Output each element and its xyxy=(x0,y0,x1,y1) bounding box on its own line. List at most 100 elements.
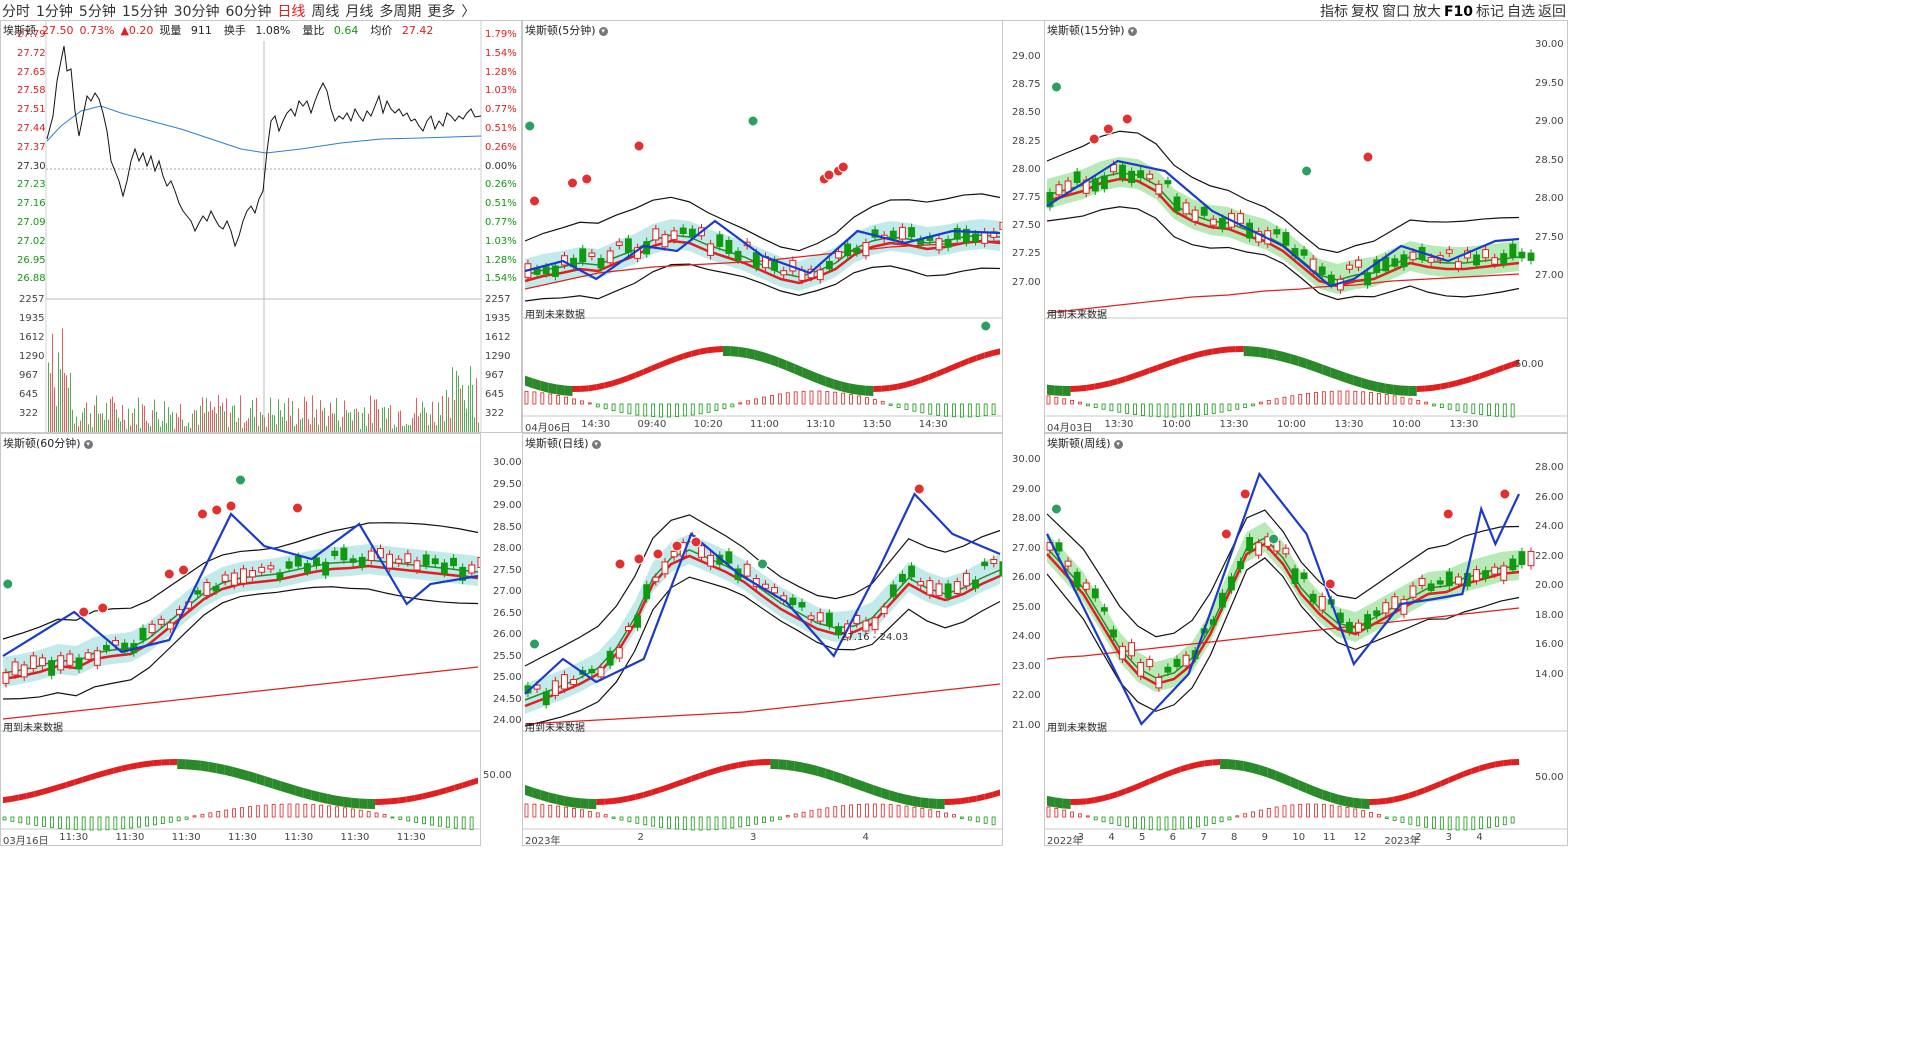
oscillator-segment xyxy=(1172,356,1181,366)
panel-5min[interactable]: 埃斯顿(5分钟) ▾ 用到未来数据 04月06日 14:30 09:40 10:20 11… xyxy=(522,20,1003,433)
indicator-button[interactable]: 指标 xyxy=(1319,4,1348,20)
histogram-bar xyxy=(1447,816,1452,831)
buy-signal-icon xyxy=(1268,533,1280,545)
period-toolbar: 分时 1分钟 5分钟 15分钟 30分钟 60分钟 日线 周线 月线 多周期 更多〉 指标 复权 窗口放… xyxy=(0,0,1568,21)
candle xyxy=(1209,218,1217,226)
volume-bar xyxy=(90,413,91,432)
histogram-bar xyxy=(1455,403,1460,412)
tab-timeshare[interactable]: 分时 xyxy=(2,4,30,20)
tab-weekly[interactable]: 周线 xyxy=(311,4,340,20)
axis-tick: 0.51% xyxy=(485,198,517,210)
tab-15min[interactable]: 15分钟 xyxy=(121,4,168,20)
time-tick: 09:40 xyxy=(637,419,667,430)
volume-bar xyxy=(380,428,381,432)
tab-more[interactable]: 更多 xyxy=(427,4,456,20)
oscillator-segment xyxy=(1149,364,1158,374)
histogram-bar xyxy=(936,810,941,818)
candle xyxy=(203,581,211,597)
mark-button[interactable]: 标记 xyxy=(1476,4,1504,20)
tab-daily[interactable]: 日线 xyxy=(277,4,306,20)
candle xyxy=(1146,659,1154,668)
f10-button[interactable]: F10 xyxy=(1443,4,1473,20)
panel-daily[interactable]: 埃斯顿(日线) ▾ 用到未来数据 27.16 - 24.03 2023年 2 3 4 xyxy=(522,433,1003,846)
histogram-bar xyxy=(698,816,703,831)
axis-tick: 27.65 xyxy=(17,66,46,78)
dropdown-icon[interactable]: ▾ xyxy=(1127,26,1137,36)
histogram-bar xyxy=(603,814,608,818)
candle xyxy=(661,234,669,248)
sell-signal-icon xyxy=(163,568,175,580)
panel-weekly[interactable]: 埃斯顿(周线) ▾ 用到未来数据 2022年 3 4 5 6 7 8 9 10 11 12 2023年 2… xyxy=(1044,433,1568,846)
panel-60min[interactable]: 埃斯顿(60分钟) ▾ 用到未来数据 03月16日 11:30 11:30 11:30 1… xyxy=(0,433,481,846)
sell-signal-icon xyxy=(1442,508,1454,520)
watchlist-button[interactable]: 自选 xyxy=(1507,4,1535,20)
oscillator-segment xyxy=(817,373,826,387)
tab-5min[interactable]: 5分钟 xyxy=(78,4,116,20)
histogram-bar xyxy=(730,403,735,408)
oscillator-segment xyxy=(42,786,51,795)
tab-1min[interactable]: 1分钟 xyxy=(36,4,73,20)
oscillator-segment xyxy=(1212,347,1221,355)
timeshare-panel[interactable]: 埃斯顿 27.50 0.73% ▲0.20 现量 911 换手 1.08% 量比 0.64 均… xyxy=(0,20,522,433)
volume-bar xyxy=(356,408,357,432)
axis-tick: 24.00 xyxy=(493,715,522,726)
window-button[interactable]: 窗口 xyxy=(1381,4,1410,20)
chart-5min xyxy=(523,115,1002,418)
candle xyxy=(1191,209,1199,222)
oscillator-segment xyxy=(596,382,605,391)
back-button[interactable]: 返回 xyxy=(1538,4,1566,20)
candle xyxy=(953,581,961,595)
oscillator-segment xyxy=(810,370,818,384)
time-tick: 11:30 xyxy=(396,832,426,843)
axis-tick: 0.26% xyxy=(485,179,517,191)
oscillator-segment xyxy=(1298,356,1307,369)
volume-bar xyxy=(276,424,277,432)
histogram-bar xyxy=(1439,403,1444,408)
upper-band-line xyxy=(1046,130,1520,254)
restore-rights-button[interactable]: 复权 xyxy=(1350,4,1379,20)
volume-bar xyxy=(134,408,135,432)
oscillator-segment xyxy=(1188,352,1197,361)
candle xyxy=(634,615,641,628)
axis-tick: 29.00 xyxy=(1535,116,1564,127)
dropdown-icon[interactable]: ▾ xyxy=(1113,439,1123,449)
volume-bar xyxy=(414,412,415,432)
dropdown-icon[interactable]: ▾ xyxy=(598,26,608,36)
lower-band-line xyxy=(524,263,1001,302)
tab-multi-period[interactable]: 多周期 xyxy=(379,4,422,20)
tab-monthly[interactable]: 月线 xyxy=(345,4,374,20)
oscillator-segment xyxy=(810,764,818,777)
tab-30min[interactable]: 30分钟 xyxy=(173,4,220,20)
axis-tick: 26.88 xyxy=(17,273,46,285)
histogram-bar xyxy=(248,806,252,818)
volume-bar xyxy=(360,428,361,432)
axis-tick: 27.50 xyxy=(1535,231,1564,243)
panel-15min[interactable]: 埃斯顿(15分钟) ▾ 用到未来数据 04月03日 13:30 10:00 13:30 1… xyxy=(1044,20,1568,433)
histogram-bar xyxy=(358,809,363,818)
oscillator-segment xyxy=(390,797,399,805)
volume-bar xyxy=(358,411,359,432)
volume-bar xyxy=(146,420,147,432)
histogram-bar xyxy=(1085,403,1090,407)
zoom-button[interactable]: 放大 xyxy=(1412,4,1441,20)
tab-60min[interactable]: 60分钟 xyxy=(225,4,272,20)
volume-bar xyxy=(74,423,75,432)
oscillator-segment xyxy=(928,798,937,809)
dropdown-icon[interactable]: ▾ xyxy=(83,439,93,449)
dropdown-icon[interactable]: ▾ xyxy=(591,439,601,449)
candle xyxy=(652,576,660,583)
volume-bar xyxy=(302,417,303,432)
candle xyxy=(1491,257,1499,265)
axis-tick: 1935 xyxy=(485,313,511,324)
volume-bar xyxy=(120,421,121,432)
buy-signal-icon xyxy=(980,320,992,332)
histogram-bar xyxy=(762,816,766,824)
chevron-right-icon[interactable]: 〉 xyxy=(461,4,476,20)
candle xyxy=(762,583,769,589)
histogram-bar xyxy=(1345,390,1350,405)
oscillator-segment xyxy=(26,790,35,799)
oscillator-segment xyxy=(1345,372,1354,386)
candle xyxy=(835,626,842,636)
oscillator-segment xyxy=(920,797,929,809)
volume-bar xyxy=(168,407,169,432)
